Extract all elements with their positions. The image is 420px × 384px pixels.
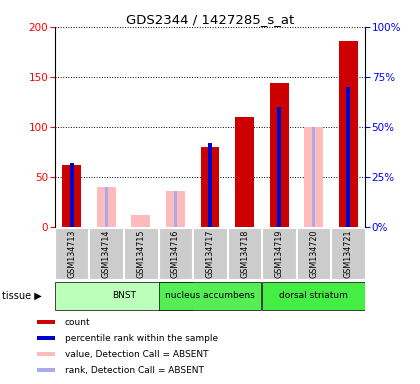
Text: GSM134713: GSM134713 <box>67 229 76 278</box>
Text: percentile rank within the sample: percentile rank within the sample <box>65 334 218 343</box>
FancyBboxPatch shape <box>331 228 365 279</box>
Text: GSM134717: GSM134717 <box>205 229 215 278</box>
Title: GDS2344 / 1427285_s_at: GDS2344 / 1427285_s_at <box>126 13 294 26</box>
Text: nucleus accumbens: nucleus accumbens <box>165 291 255 300</box>
Bar <box>166 190 185 227</box>
Text: count: count <box>65 318 91 326</box>
Bar <box>37 336 55 340</box>
Text: rank, Detection Call = ABSENT: rank, Detection Call = ABSENT <box>65 366 204 375</box>
Bar <box>277 107 281 227</box>
Text: value, Detection Call = ABSENT: value, Detection Call = ABSENT <box>65 350 208 359</box>
Bar <box>235 117 254 227</box>
FancyBboxPatch shape <box>158 281 262 310</box>
Bar <box>63 165 81 227</box>
Bar <box>200 147 220 227</box>
Bar <box>270 83 289 227</box>
Bar <box>208 143 212 227</box>
Bar <box>37 352 55 356</box>
Bar <box>97 187 116 227</box>
FancyBboxPatch shape <box>89 228 123 279</box>
Text: GSM134714: GSM134714 <box>102 229 111 278</box>
Text: GSM134720: GSM134720 <box>309 229 318 278</box>
Text: tissue ▶: tissue ▶ <box>2 291 42 301</box>
Text: GSM134721: GSM134721 <box>344 229 353 278</box>
Bar <box>304 127 323 227</box>
FancyBboxPatch shape <box>55 228 89 279</box>
Bar <box>131 215 150 227</box>
FancyBboxPatch shape <box>158 228 192 279</box>
Bar <box>339 41 357 227</box>
Bar <box>174 190 177 227</box>
Text: dorsal striatum: dorsal striatum <box>279 291 348 300</box>
Bar <box>70 163 73 227</box>
Bar <box>312 127 315 227</box>
FancyBboxPatch shape <box>193 228 226 279</box>
FancyBboxPatch shape <box>228 228 261 279</box>
Text: GSM134718: GSM134718 <box>240 229 249 278</box>
Text: GSM134719: GSM134719 <box>275 229 284 278</box>
FancyBboxPatch shape <box>297 228 330 279</box>
FancyBboxPatch shape <box>262 281 365 310</box>
Text: GSM134716: GSM134716 <box>171 229 180 278</box>
Bar <box>37 368 55 372</box>
Bar <box>346 87 350 227</box>
Text: BNST: BNST <box>112 291 136 300</box>
Bar <box>105 187 108 227</box>
Bar <box>37 320 55 324</box>
FancyBboxPatch shape <box>55 281 192 310</box>
Text: GSM134715: GSM134715 <box>136 229 145 278</box>
FancyBboxPatch shape <box>262 228 296 279</box>
FancyBboxPatch shape <box>124 228 158 279</box>
